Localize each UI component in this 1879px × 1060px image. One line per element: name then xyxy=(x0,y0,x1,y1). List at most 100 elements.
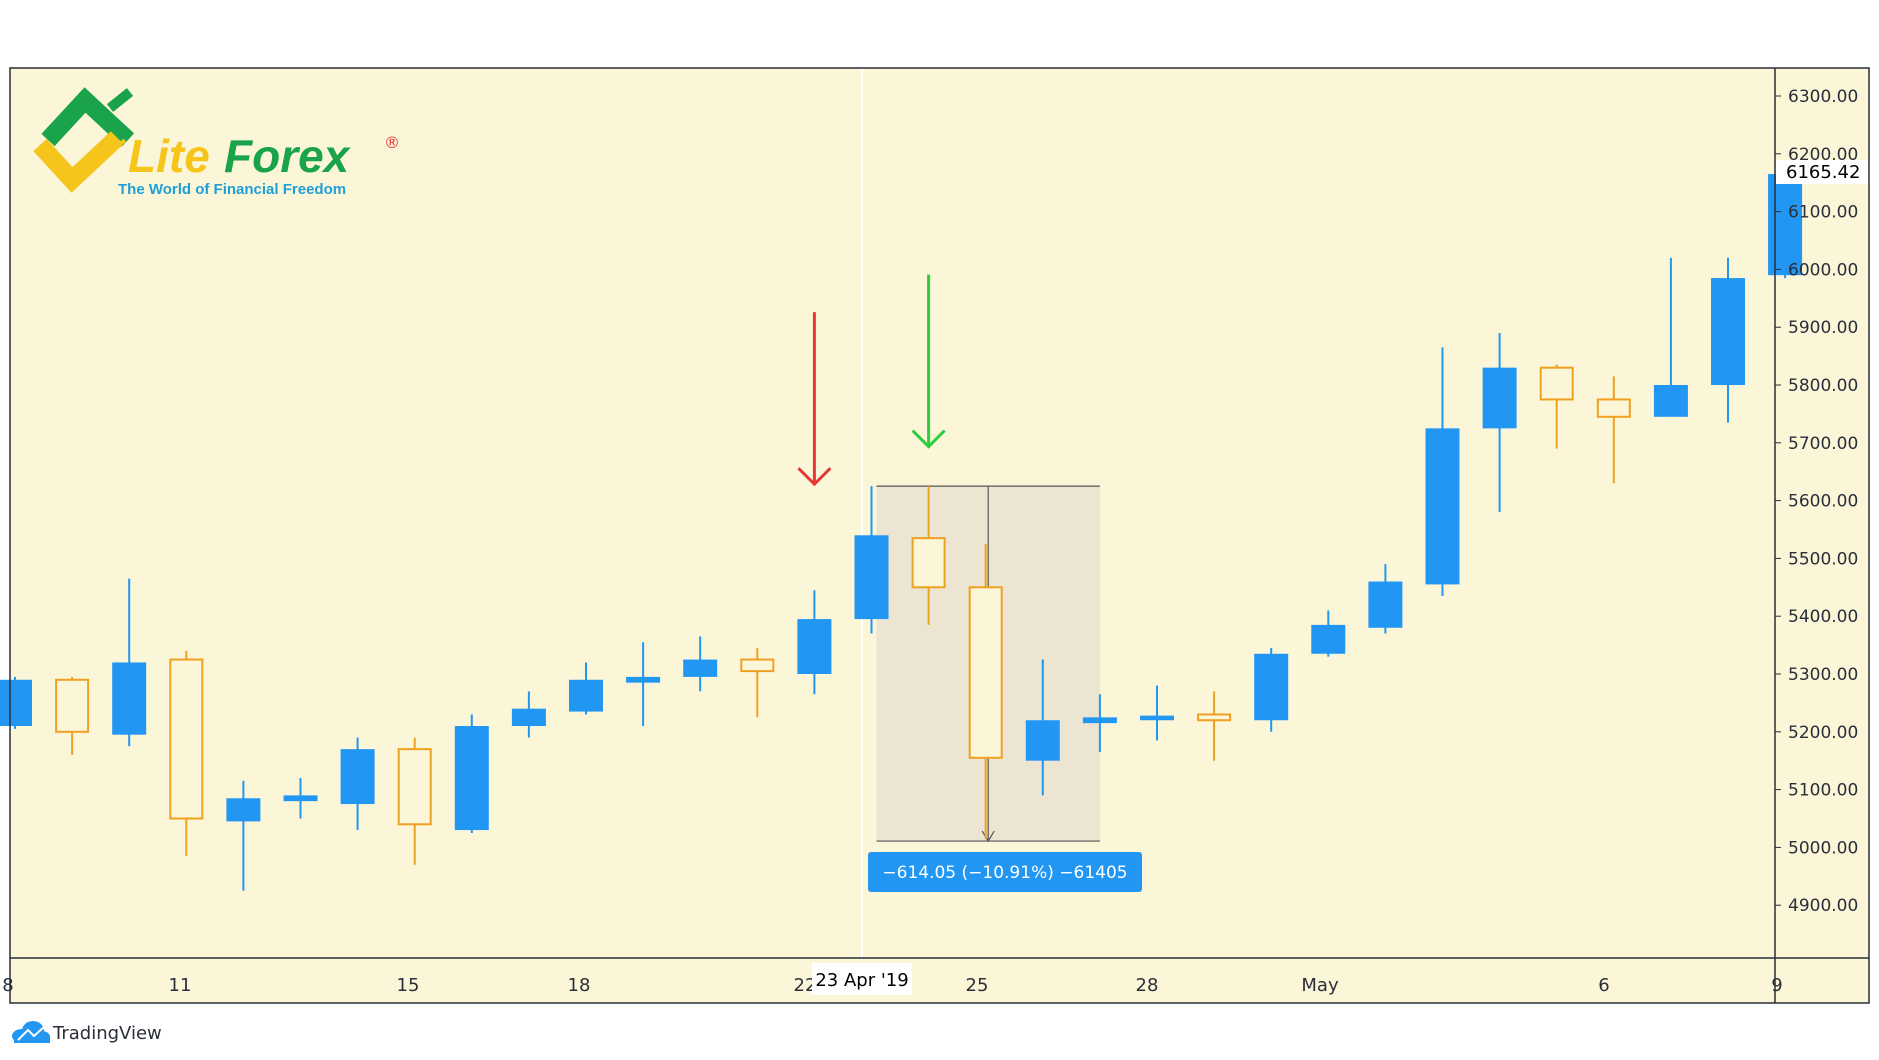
brand-lite: Lite xyxy=(128,130,210,182)
candle xyxy=(1768,174,1803,279)
y-tick-label: 5900.00 xyxy=(1788,318,1858,338)
candle xyxy=(55,676,90,755)
candle xyxy=(1425,347,1460,596)
candle-body xyxy=(226,798,261,822)
liteforex-logo: Lite Forex ® The World of Financial Free… xyxy=(33,87,400,198)
candle xyxy=(397,737,432,865)
y-tick-label: 6100.00 xyxy=(1788,203,1858,223)
candle-body xyxy=(1482,367,1517,429)
candle xyxy=(1482,332,1517,513)
candle-body xyxy=(1653,385,1688,417)
candle-body xyxy=(740,658,775,673)
candle-body xyxy=(569,679,603,712)
x-tick-label: 28 xyxy=(1136,975,1159,996)
candle-body xyxy=(1254,653,1289,721)
candle-body xyxy=(283,795,318,802)
candle-body xyxy=(968,586,1003,759)
x-tick-label: 25 xyxy=(966,975,989,996)
candle xyxy=(626,642,661,727)
tradingview-label: TradingView xyxy=(52,1023,162,1044)
brand-forex: Forex xyxy=(224,130,352,182)
candle xyxy=(1254,647,1289,732)
price-axis[interactable]: 6300.00 6200.00 6100.00 6000.00 5900.00 5800.… xyxy=(1775,87,1858,916)
red-arrow xyxy=(797,312,832,487)
candle xyxy=(1596,376,1631,484)
candle-body xyxy=(683,659,718,677)
arrows-group xyxy=(797,274,946,487)
candle xyxy=(1711,257,1745,423)
y-tick-label: 5200.00 xyxy=(1788,723,1858,743)
current-price-tag: 6165.42 xyxy=(1776,160,1869,184)
candle-body xyxy=(511,708,546,727)
candle xyxy=(797,590,832,695)
candle xyxy=(911,486,946,625)
candle-body xyxy=(1711,278,1745,385)
candle xyxy=(683,636,718,692)
candle xyxy=(1025,659,1060,796)
measure-label: −614.05 (−10.91%) −61405 xyxy=(882,863,1127,883)
candle xyxy=(1539,364,1574,449)
candle-body xyxy=(0,679,32,727)
x-tick-label: 9 xyxy=(1771,975,1782,996)
candle xyxy=(740,647,775,718)
y-tick-label: 5100.00 xyxy=(1788,781,1858,801)
candle xyxy=(968,543,1003,839)
candle xyxy=(283,778,318,819)
candle xyxy=(569,662,603,715)
candle xyxy=(511,691,546,738)
y-tick-label: 5300.00 xyxy=(1788,665,1858,685)
x-tick-label: 6 xyxy=(1598,975,1609,996)
candle-body xyxy=(1082,717,1117,724)
candles-group xyxy=(0,174,1803,891)
brand-tagline: The World of Financial Freedom xyxy=(118,181,346,198)
y-tick-label: 5500.00 xyxy=(1788,549,1858,569)
candle xyxy=(226,780,261,891)
candle xyxy=(1082,694,1117,753)
candle-body xyxy=(1596,398,1631,418)
y-tick-label: 5400.00 xyxy=(1788,607,1858,627)
candle xyxy=(854,486,889,634)
candle xyxy=(0,676,32,729)
x-tick-label: May xyxy=(1301,975,1339,996)
y-tick-label: 5700.00 xyxy=(1788,434,1858,454)
y-tick-label: 5000.00 xyxy=(1788,838,1858,858)
x-tick-label: 15 xyxy=(397,975,420,996)
candle xyxy=(112,578,147,747)
candle-body xyxy=(1539,366,1574,401)
candle-body xyxy=(1025,720,1060,761)
x-tick-label: 11 xyxy=(169,975,192,996)
candle xyxy=(454,714,489,833)
y-tick-label: 6200.00 xyxy=(1788,145,1858,165)
candle-body xyxy=(626,676,661,683)
candle xyxy=(169,650,204,857)
y-tick-label: 6000.00 xyxy=(1788,260,1858,280)
candle-body xyxy=(797,619,832,674)
candle-body xyxy=(340,749,375,805)
crosshair-date-label: 23 Apr '19 xyxy=(815,970,908,991)
time-axis[interactable]: 8 11 15 18 22 25 28 May 6 9 xyxy=(2,975,1782,996)
candle-body xyxy=(1768,174,1803,276)
y-tick-label: 4900.00 xyxy=(1788,896,1858,916)
tradingview-footer[interactable]: TradingView xyxy=(12,1021,162,1044)
candle xyxy=(1653,257,1688,417)
current-price-label: 6165.42 xyxy=(1786,162,1860,183)
candle-body xyxy=(854,535,889,620)
candle-body xyxy=(1368,581,1403,628)
candle-body xyxy=(1140,715,1174,721)
candle-body xyxy=(1197,713,1232,722)
green-arrow xyxy=(911,274,946,449)
y-tick-label: 6300.00 xyxy=(1788,87,1858,107)
candle xyxy=(1368,564,1403,634)
liteforex-logo-icon xyxy=(33,87,135,193)
crosshair-date-box: 23 Apr '19 xyxy=(812,963,912,995)
y-tick-label: 5800.00 xyxy=(1788,376,1858,396)
candle-body xyxy=(911,537,946,589)
candle-body xyxy=(454,726,489,831)
candle xyxy=(1311,610,1346,657)
candle xyxy=(1140,685,1174,741)
tradingview-cloud-icon xyxy=(12,1021,50,1043)
candle-body xyxy=(112,662,147,735)
y-tick-label: 5600.00 xyxy=(1788,492,1858,512)
candle-body xyxy=(55,678,90,733)
candle xyxy=(340,737,375,831)
